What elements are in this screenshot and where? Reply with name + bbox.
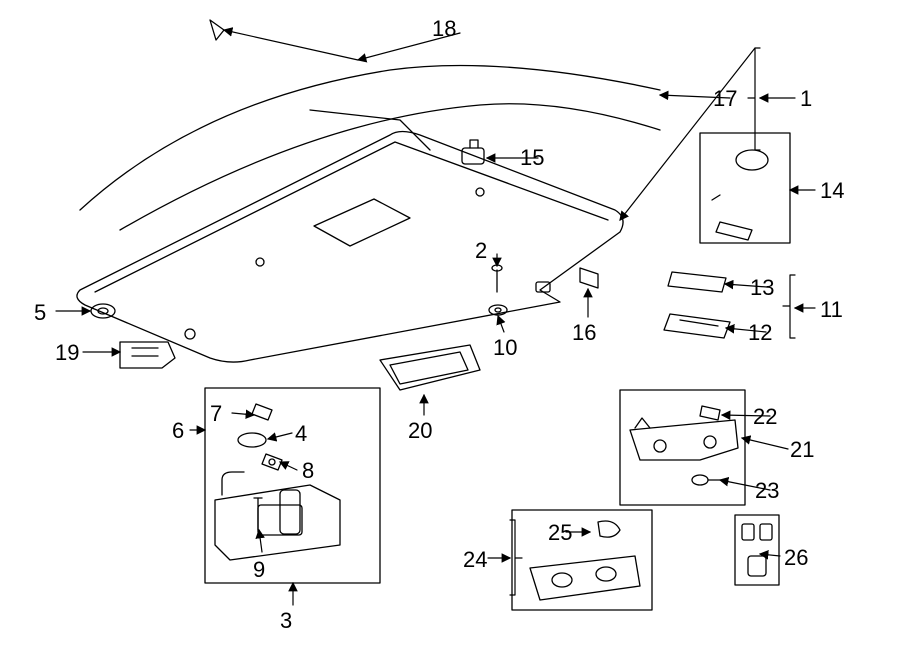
callout-24: 24 bbox=[463, 547, 487, 573]
part-overhead-console bbox=[630, 418, 738, 460]
callout-12: 12 bbox=[748, 320, 772, 346]
part-sunvisor-cover bbox=[238, 433, 266, 447]
callout-21: 21 bbox=[790, 437, 814, 463]
part-bracket-19 bbox=[120, 342, 175, 368]
callout-26: 26 bbox=[784, 545, 808, 571]
part-screw-2 bbox=[492, 265, 502, 292]
part-sunvisor-clip bbox=[252, 404, 272, 420]
group-overhead-console bbox=[620, 390, 745, 505]
part-wire-harness-rear bbox=[120, 104, 660, 230]
part-sunvisor-bushing bbox=[262, 454, 282, 470]
callout-13: 13 bbox=[750, 275, 774, 301]
callout-18: 18 bbox=[432, 16, 456, 42]
callout-22: 22 bbox=[753, 404, 777, 430]
callout-2: 2 bbox=[475, 238, 487, 264]
part-lamp-socket bbox=[598, 521, 620, 537]
group-sunvisor bbox=[205, 388, 380, 583]
group-lamp-lens bbox=[700, 133, 790, 243]
part-wire-harness-front bbox=[80, 20, 660, 210]
part-clip-16 bbox=[580, 268, 598, 288]
callout-14: 14 bbox=[820, 178, 844, 204]
group-reading-lamp bbox=[512, 510, 652, 610]
part-console-bulb bbox=[692, 475, 720, 485]
callout-7: 7 bbox=[210, 401, 222, 427]
callout-20: 20 bbox=[408, 418, 432, 444]
callout-17: 17 bbox=[713, 86, 737, 112]
callout-3: 3 bbox=[280, 608, 292, 634]
part-assist-grip-cover bbox=[668, 272, 726, 292]
callout-19: 19 bbox=[55, 340, 79, 366]
callout-15: 15 bbox=[520, 145, 544, 171]
callout-8: 8 bbox=[302, 458, 314, 484]
callout-23: 23 bbox=[755, 478, 779, 504]
part-lamp-lens bbox=[712, 150, 768, 240]
callout-6: 6 bbox=[172, 418, 184, 444]
callout-9: 9 bbox=[253, 557, 265, 583]
part-sunvisor bbox=[215, 472, 340, 560]
callout-10: 10 bbox=[493, 335, 517, 361]
part-grommet bbox=[91, 304, 115, 318]
callout-11: 11 bbox=[820, 297, 843, 323]
callout-4: 4 bbox=[295, 421, 307, 447]
callout-25: 25 bbox=[548, 520, 572, 546]
part-coat-hook bbox=[742, 524, 772, 576]
part-storage-bin bbox=[380, 345, 480, 390]
callout-5: 5 bbox=[34, 300, 46, 326]
part-console-clip bbox=[700, 406, 720, 420]
part-reading-lamp bbox=[530, 556, 640, 600]
callout-16: 16 bbox=[572, 320, 596, 346]
part-assist-grip-base bbox=[664, 314, 730, 338]
callout-1: 1 bbox=[800, 86, 812, 112]
